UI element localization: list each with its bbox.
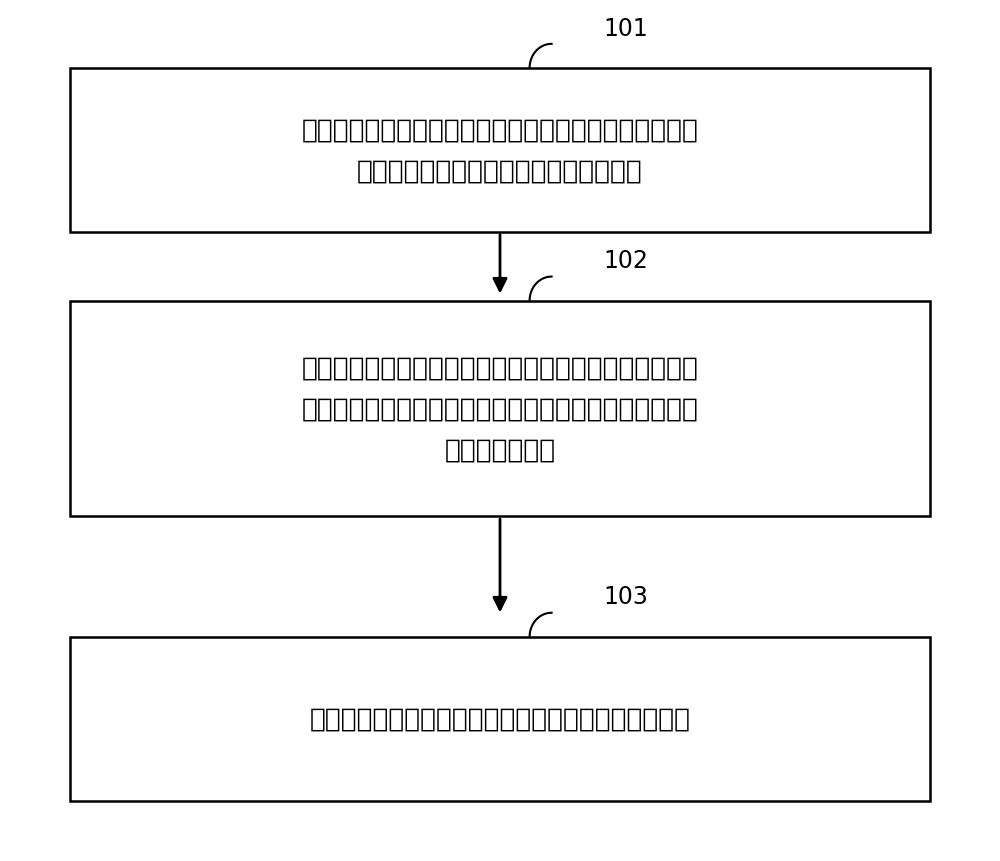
Text: 根据应用层标定数据获得目标标定量在应用层的第一标定: 根据应用层标定数据获得目标标定量在应用层的第一标定 xyxy=(302,117,698,143)
Text: 102: 102 xyxy=(604,249,648,273)
Bar xyxy=(70,301,930,517)
Bar xyxy=(70,637,930,801)
Text: 103: 103 xyxy=(604,585,648,609)
Bar xyxy=(70,69,930,232)
Text: 将所述第二标定值确定为目标标定量在监控层的标定值: 将所述第二标定值确定为目标标定量在监控层的标定值 xyxy=(310,706,690,732)
Text: 信息，所述第一标定信息包括第一标定值: 信息，所述第一标定信息包括第一标定值 xyxy=(357,158,643,184)
Text: 101: 101 xyxy=(604,16,648,40)
Text: 根据所述第一标定信息和标定映射表中的映射关系获得第: 根据所述第一标定信息和标定映射表中的映射关系获得第 xyxy=(302,355,698,381)
Text: 来的第二标定值: 来的第二标定值 xyxy=(444,437,556,463)
Text: 二标定信息，所述第二标定信息包括由第一标定值转换而: 二标定信息，所述第二标定信息包括由第一标定值转换而 xyxy=(302,396,698,422)
